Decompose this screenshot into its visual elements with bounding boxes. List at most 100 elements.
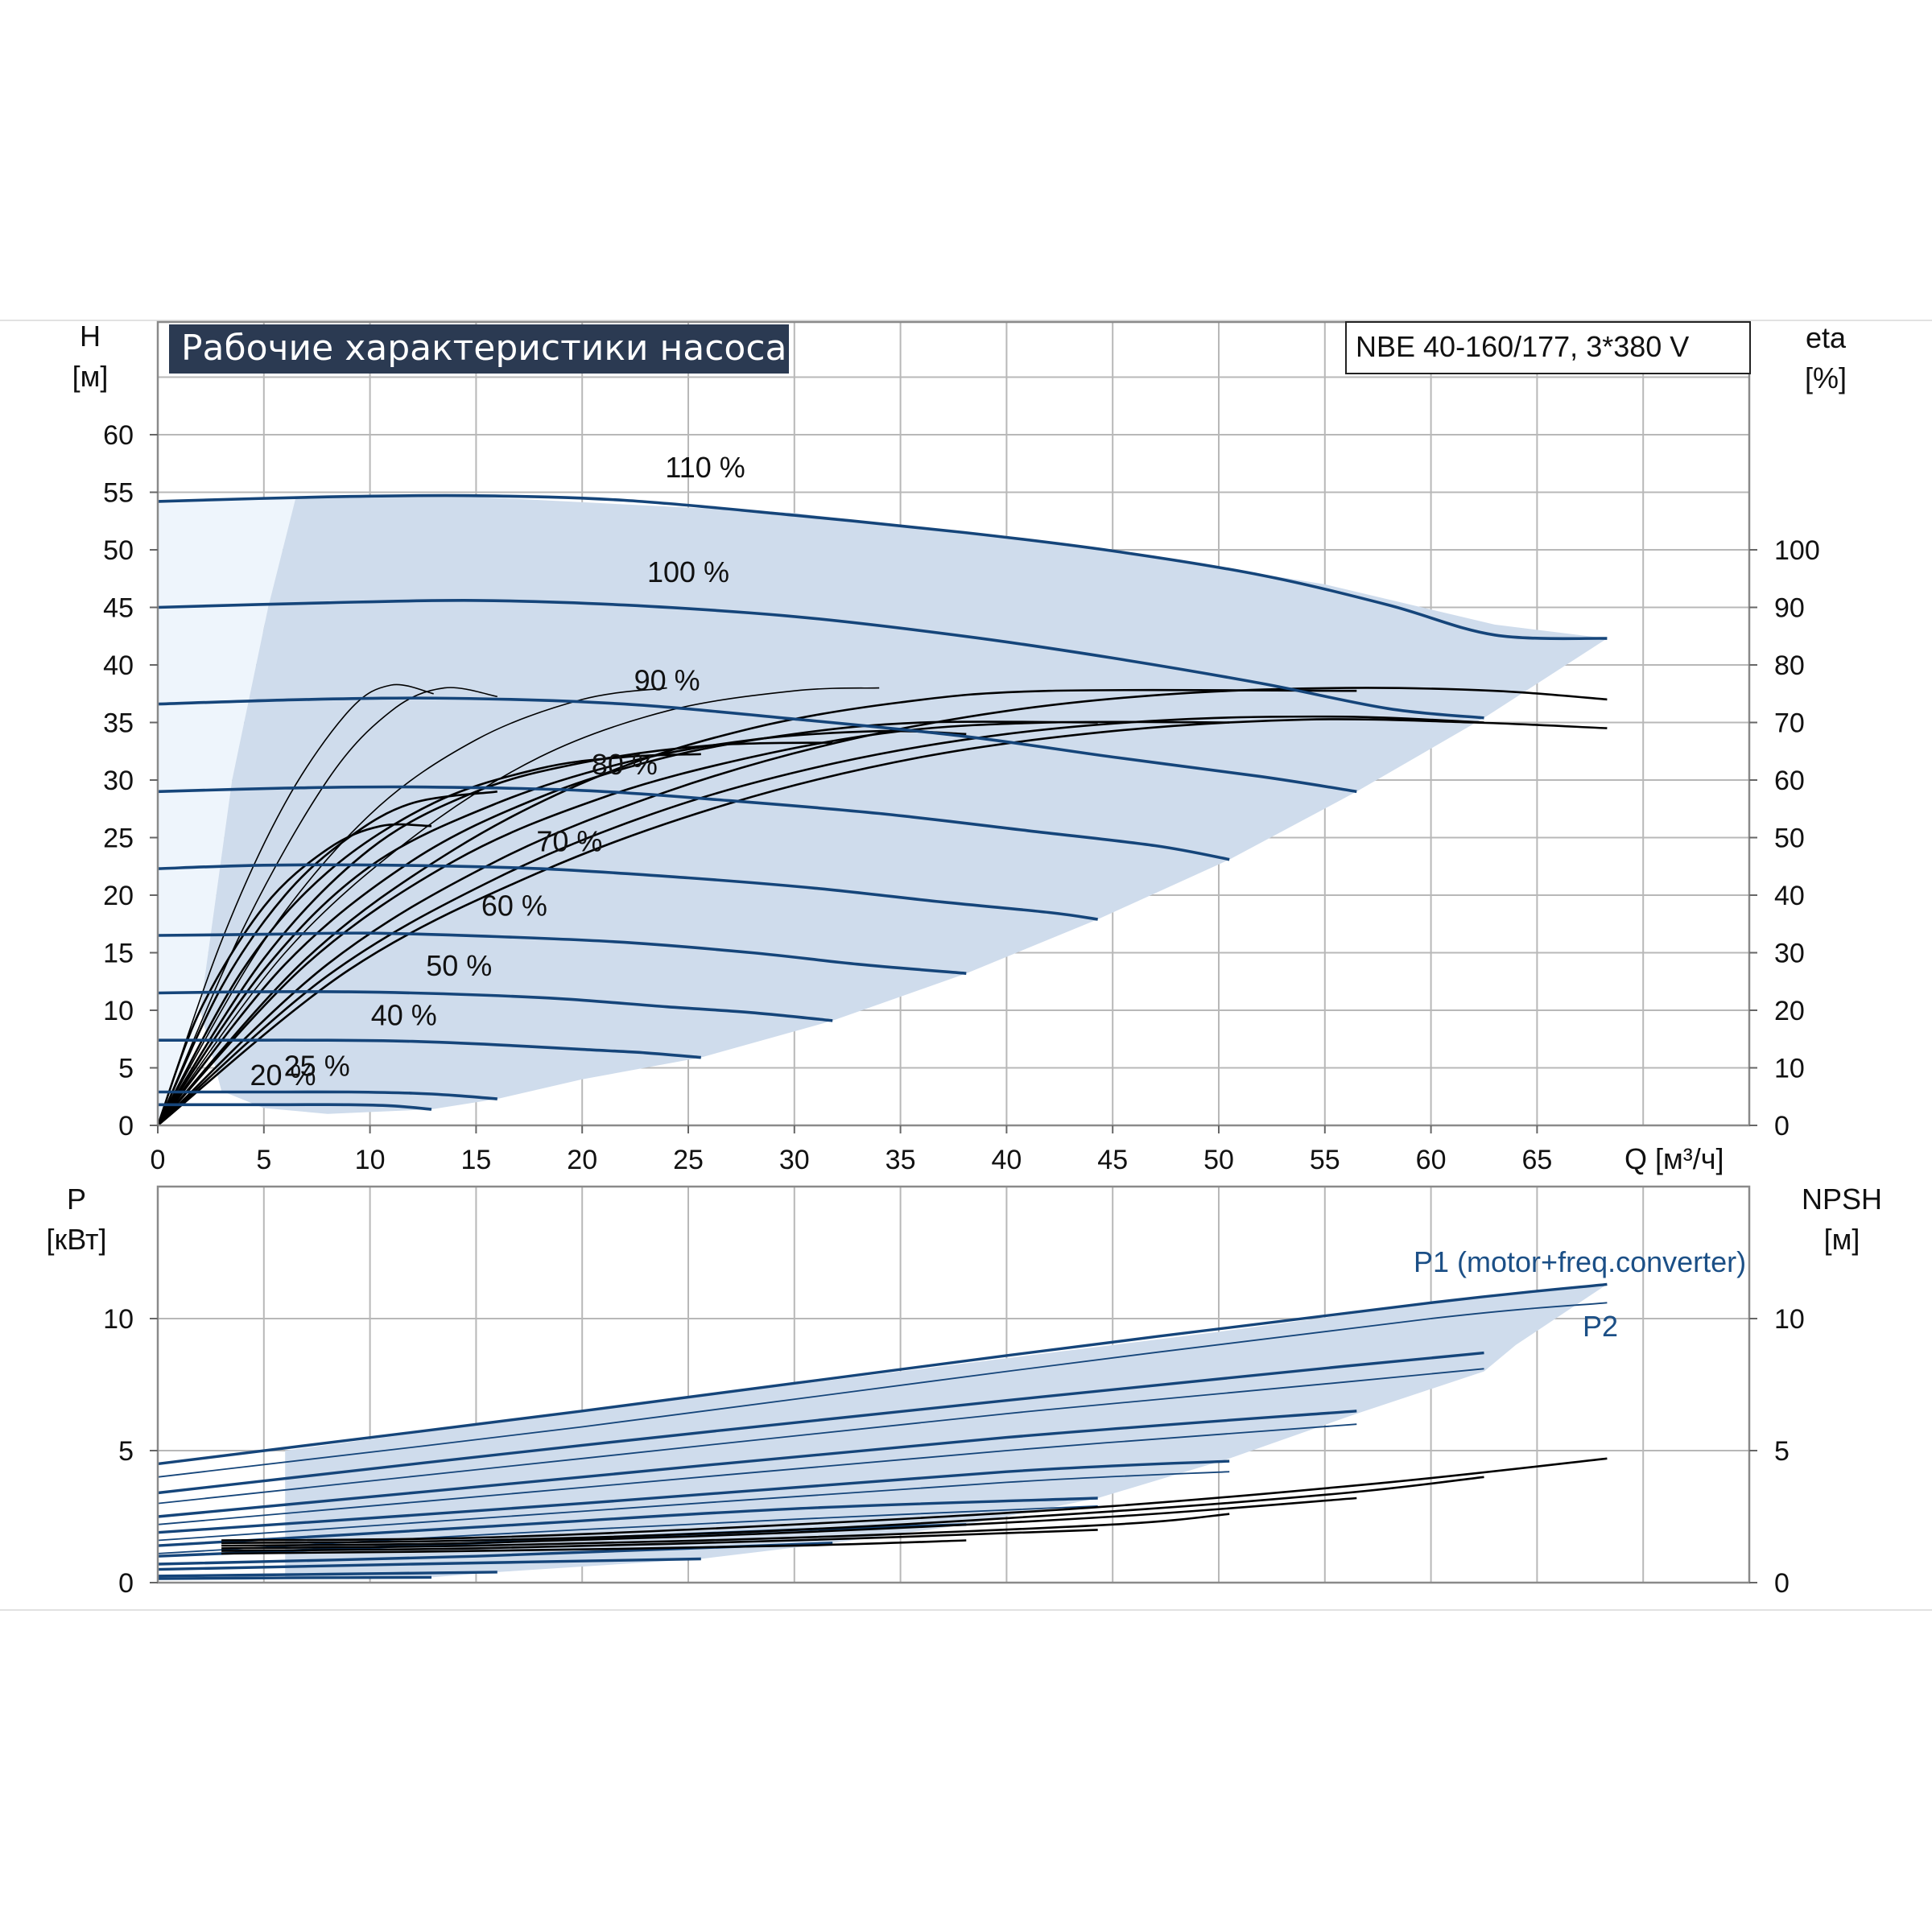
p1-curve	[157, 1410, 1357, 1518]
y2-tick-label: 60	[1774, 766, 1805, 796]
x-tick-label: 30	[779, 1145, 810, 1175]
p2-curve	[157, 1302, 1608, 1478]
efficiency-curve	[156, 729, 967, 1126]
low-flow-region	[158, 497, 296, 1125]
y-tick-label: 20	[103, 881, 134, 911]
efficiency-curve	[156, 741, 833, 1126]
p1-curve	[157, 1575, 432, 1580]
x-tick-label: 20	[567, 1145, 597, 1175]
model-label: NBE 40-160/177, 3*380 V	[1356, 330, 1689, 363]
p1-curve	[157, 1557, 701, 1571]
y-tick-label: 25	[103, 824, 134, 854]
y-axis-name: H	[80, 320, 101, 353]
p1-label: P1 (motor+freq.converter)	[1414, 1245, 1746, 1278]
npsh-curve	[221, 1513, 1230, 1550]
y-tick-label: 35	[103, 708, 134, 739]
p-axis-name: P	[67, 1183, 86, 1216]
x-axis-label: Q [м³/ч]	[1624, 1142, 1724, 1175]
y-tick-label: 60	[103, 420, 134, 451]
efficiency-curve	[157, 718, 1608, 1127]
p-tick-label: 5	[118, 1436, 134, 1467]
x-tick-label: 65	[1521, 1145, 1552, 1175]
operating-range-area	[158, 497, 1608, 1125]
y-tick-label: 0	[118, 1111, 134, 1141]
x-tick-label: 5	[256, 1145, 271, 1175]
y-tick-label: 10	[103, 996, 134, 1026]
y2-tick-label: 10	[1774, 1054, 1805, 1084]
head-curve-label: 25 %	[284, 1050, 350, 1083]
head-curve-label: 40 %	[371, 999, 437, 1032]
head-curves	[157, 493, 1608, 1111]
head-curve-label: 100 %	[647, 555, 729, 588]
head-curve	[157, 990, 833, 1022]
p1-curve	[157, 1351, 1484, 1495]
p2-curve	[157, 1423, 1357, 1525]
efficiency-curve	[157, 687, 880, 1126]
head-curve-label: 90 %	[634, 663, 700, 696]
y-tick-label: 45	[103, 593, 134, 624]
head-chart-ticks: 0510152025303540455055600102030405060708…	[103, 420, 1820, 1175]
x-tick-label: 50	[1203, 1145, 1234, 1175]
npsh-axis-name: NPSH	[1802, 1183, 1882, 1216]
power-chart-frame	[156, 1185, 1751, 1584]
y2-tick-label: 50	[1774, 824, 1805, 854]
npsh-curve	[221, 1496, 1357, 1547]
y-axis-unit: [м]	[72, 360, 109, 393]
p-tick-label: 10	[103, 1304, 134, 1335]
power-curves	[157, 1282, 1608, 1580]
operating-range-polygon	[200, 497, 1608, 1114]
p-axis-unit: [кВт]	[46, 1223, 106, 1256]
head-curve-labels: 110 % 100 % 90 % 80 % 70 % 60 % 50 % 40 % 25 %20…	[250, 451, 745, 1092]
npsh-tick-label: 10	[1774, 1304, 1805, 1335]
p2-label: P2	[1583, 1310, 1618, 1343]
head-curve	[157, 599, 1484, 720]
power-chart-ticks: 0 5 10 0 5 10	[103, 1304, 1805, 1599]
x-tick-label: 15	[460, 1145, 491, 1175]
npsh-axis-unit: [м]	[1824, 1223, 1860, 1256]
head-curve-label: 110 %	[665, 451, 745, 484]
efficiency-curve	[156, 791, 497, 1126]
efficiency-curve	[157, 683, 434, 1126]
x-tick-label: 10	[355, 1145, 386, 1175]
x-tick-label: 60	[1416, 1145, 1447, 1175]
chart-title-box	[169, 324, 789, 374]
y-tick-label: 50	[103, 535, 134, 566]
y2-tick-label: 40	[1774, 881, 1805, 911]
p1-curve	[157, 1496, 1098, 1547]
y2-axis-name: eta	[1806, 321, 1847, 354]
efficiency-curves	[156, 683, 1608, 1127]
npsh-curve	[221, 1529, 1098, 1552]
head-curve-label: 70 %	[536, 825, 602, 858]
y2-axis-unit: [%]	[1805, 361, 1847, 394]
efficiency-curve	[157, 715, 1484, 1126]
head-chart: 0510152025303540455055600102030405060708…	[72, 320, 1847, 1175]
chart-title: Рабочие характеристики насоса	[181, 328, 786, 369]
head-curve-label: 80 %	[592, 748, 658, 781]
power-chart: 0 5 10 0 5 10 P [кВт] NPSH [м] P1 (motor+freq…	[46, 1183, 1882, 1599]
y-tick-label: 5	[118, 1054, 134, 1084]
y-tick-label: 15	[103, 939, 134, 969]
power-range-polygon	[285, 1284, 1608, 1578]
x-tick-label: 55	[1310, 1145, 1340, 1175]
head-chart-frame	[156, 320, 1751, 1127]
x-tick-label: 0	[151, 1145, 166, 1175]
p2-curve	[157, 1471, 1230, 1542]
p-tick-label: 0	[118, 1568, 134, 1599]
head-curve	[157, 785, 1230, 861]
head-curve-label: 20 %	[250, 1059, 316, 1092]
efficiency-curve	[157, 687, 497, 1126]
efficiency-curve	[157, 687, 667, 1126]
head-curve	[157, 863, 1098, 921]
p2-curve	[157, 1368, 1484, 1505]
y2-tick-label: 30	[1774, 939, 1805, 969]
p1-curve	[157, 1282, 1608, 1466]
head-curve-label: 50 %	[426, 949, 492, 982]
model-box	[1345, 321, 1751, 374]
x-tick-label: 35	[886, 1145, 916, 1175]
y2-tick-label: 20	[1774, 996, 1805, 1026]
efficiency-curve	[156, 753, 701, 1126]
y-tick-label: 30	[103, 766, 134, 796]
y2-tick-label: 100	[1774, 535, 1820, 566]
y2-tick-label: 80	[1774, 650, 1805, 681]
